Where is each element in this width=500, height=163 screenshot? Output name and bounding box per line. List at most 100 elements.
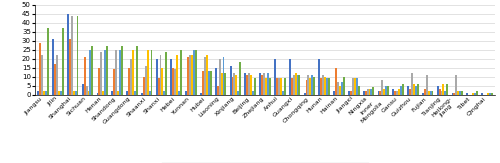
Bar	[176, 55, 178, 95]
Bar	[86, 86, 87, 95]
Bar	[162, 68, 164, 95]
Bar	[71, 16, 72, 95]
Bar	[98, 68, 100, 95]
Bar	[215, 68, 217, 95]
Bar	[130, 59, 132, 95]
Bar	[126, 91, 128, 95]
Bar	[363, 91, 364, 95]
Bar	[41, 55, 43, 95]
Bar	[306, 80, 308, 95]
Bar	[62, 28, 64, 95]
Bar	[230, 66, 232, 95]
Bar	[341, 82, 343, 95]
Bar	[40, 43, 41, 95]
Bar	[69, 39, 71, 95]
Bar	[392, 89, 394, 95]
Bar	[366, 89, 368, 95]
Bar	[322, 75, 324, 95]
Bar	[170, 59, 172, 95]
Bar	[47, 28, 49, 95]
Bar	[456, 75, 458, 95]
Bar	[217, 86, 218, 95]
Bar	[117, 91, 119, 95]
Bar	[294, 73, 296, 95]
Bar	[189, 55, 191, 95]
Bar	[481, 93, 483, 95]
Bar	[417, 84, 418, 95]
Bar	[204, 57, 206, 95]
Bar	[411, 73, 413, 95]
Bar	[200, 93, 202, 95]
Bar	[364, 91, 366, 95]
Bar	[333, 91, 335, 95]
Bar	[143, 77, 144, 95]
Bar	[284, 78, 286, 95]
Bar	[267, 73, 269, 95]
Bar	[156, 59, 158, 95]
Bar	[45, 91, 47, 95]
Bar	[304, 93, 306, 95]
Bar	[248, 73, 250, 95]
Bar	[343, 77, 344, 95]
Bar	[348, 91, 350, 95]
Bar	[246, 75, 248, 95]
Bar	[289, 59, 290, 95]
Bar	[134, 91, 136, 95]
Bar	[206, 55, 208, 95]
Bar	[310, 78, 312, 95]
Bar	[232, 77, 234, 95]
Bar	[187, 57, 189, 95]
Bar	[148, 91, 150, 95]
Bar	[218, 59, 220, 95]
Bar	[74, 91, 76, 95]
Bar	[409, 89, 411, 95]
Bar	[115, 50, 117, 95]
Bar	[234, 73, 235, 95]
Bar	[265, 78, 267, 95]
Bar	[128, 68, 130, 95]
Bar	[43, 91, 45, 95]
Bar	[312, 75, 313, 95]
Bar	[394, 91, 396, 95]
Bar	[195, 50, 197, 95]
Bar	[263, 73, 265, 95]
Bar	[82, 84, 84, 95]
Bar	[254, 78, 256, 95]
Bar	[121, 46, 123, 95]
Bar	[240, 62, 241, 95]
Bar	[238, 91, 240, 95]
Bar	[92, 46, 94, 95]
Bar	[186, 91, 187, 95]
Bar	[324, 77, 326, 95]
Bar	[442, 84, 444, 95]
Bar	[384, 89, 386, 95]
Bar	[119, 50, 121, 95]
Bar	[438, 89, 440, 95]
Bar	[432, 91, 434, 95]
Bar	[400, 86, 402, 95]
Bar	[259, 73, 261, 95]
Bar	[356, 78, 358, 95]
Bar	[136, 46, 138, 95]
Bar	[458, 91, 459, 95]
Bar	[52, 39, 54, 95]
Bar	[476, 91, 478, 95]
Bar	[261, 75, 263, 95]
Bar	[446, 84, 448, 95]
Bar	[387, 86, 389, 95]
Bar	[58, 91, 60, 95]
Bar	[487, 93, 489, 95]
Bar	[106, 46, 108, 95]
Bar	[313, 77, 315, 95]
Bar	[370, 89, 372, 95]
Bar	[132, 50, 134, 95]
Bar	[436, 86, 438, 95]
Bar	[164, 91, 166, 95]
Bar	[290, 78, 292, 95]
Bar	[444, 91, 446, 95]
Bar	[160, 55, 162, 95]
Bar	[461, 91, 463, 95]
Bar	[386, 86, 387, 95]
Bar	[274, 59, 276, 95]
Bar	[178, 91, 180, 95]
